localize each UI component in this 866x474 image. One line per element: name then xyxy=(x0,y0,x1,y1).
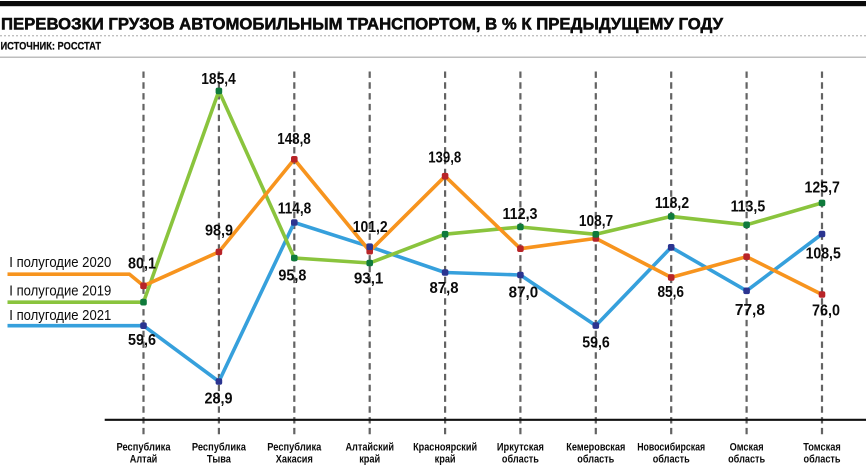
svg-text:80,1: 80,1 xyxy=(128,256,156,273)
svg-text:148,8: 148,8 xyxy=(277,131,311,148)
svg-text:область: область xyxy=(804,453,841,465)
svg-text:Алтай: Алтай xyxy=(130,453,158,465)
svg-text:28,9: 28,9 xyxy=(205,391,233,408)
svg-text:Омская: Омская xyxy=(730,442,764,454)
svg-text:край: край xyxy=(359,453,380,465)
svg-text:95,8: 95,8 xyxy=(278,268,306,285)
svg-text:I полугодие 2020: I полугодие 2020 xyxy=(9,255,111,271)
svg-text:101,2: 101,2 xyxy=(353,219,388,236)
svg-text:область: область xyxy=(502,453,539,465)
svg-text:59,6: 59,6 xyxy=(582,335,610,352)
svg-text:область: область xyxy=(577,453,614,465)
svg-text:область: область xyxy=(653,453,690,465)
svg-text:185,4: 185,4 xyxy=(201,71,236,88)
svg-text:59,6: 59,6 xyxy=(128,332,156,349)
svg-text:Республика: Республика xyxy=(117,442,172,454)
svg-text:Алтайский: Алтайский xyxy=(345,442,394,454)
svg-text:I полугодие 2021: I полугодие 2021 xyxy=(9,308,111,324)
svg-text:Республика: Республика xyxy=(267,442,322,454)
svg-text:ИСТОЧНИК: РОССТАТ: ИСТОЧНИК: РОССТАТ xyxy=(1,41,102,53)
svg-text:Красноярский: Красноярский xyxy=(413,442,477,454)
svg-text:87,0: 87,0 xyxy=(509,285,539,302)
svg-text:Тыва: Тыва xyxy=(207,453,232,465)
svg-text:ПЕРЕВОЗКИ ГРУЗОВ АВТОМОБИЛЬНЫМ: ПЕРЕВОЗКИ ГРУЗОВ АВТОМОБИЛЬНЫМ ТРАНСПОРТ… xyxy=(1,14,723,33)
svg-text:85,6: 85,6 xyxy=(657,284,684,301)
svg-text:108,5: 108,5 xyxy=(806,246,841,263)
svg-text:Хакасия: Хакасия xyxy=(276,453,313,465)
svg-text:118,2: 118,2 xyxy=(655,195,689,212)
svg-text:Иркутская: Иркутская xyxy=(497,442,544,454)
svg-text:I полугодие 2019: I полугодие 2019 xyxy=(9,284,111,300)
svg-text:125,7: 125,7 xyxy=(805,179,840,196)
svg-text:114,8: 114,8 xyxy=(278,200,312,217)
svg-text:76,0: 76,0 xyxy=(812,303,840,320)
svg-text:139,8: 139,8 xyxy=(428,150,461,167)
svg-text:область: область xyxy=(728,453,765,465)
svg-text:87,8: 87,8 xyxy=(430,280,459,297)
svg-text:77,8: 77,8 xyxy=(735,302,765,319)
svg-text:Томская: Томская xyxy=(803,442,841,454)
svg-text:Республика: Республика xyxy=(192,442,247,454)
svg-text:108,7: 108,7 xyxy=(579,213,613,230)
svg-text:Кемеровская: Кемеровская xyxy=(566,442,625,454)
svg-text:93,1: 93,1 xyxy=(354,270,384,287)
svg-text:Новосибирская: Новосибирская xyxy=(637,442,705,454)
svg-text:край: край xyxy=(435,453,456,465)
svg-text:113,5: 113,5 xyxy=(731,199,766,216)
svg-text:112,3: 112,3 xyxy=(503,206,538,223)
svg-text:98,9: 98,9 xyxy=(205,223,233,240)
